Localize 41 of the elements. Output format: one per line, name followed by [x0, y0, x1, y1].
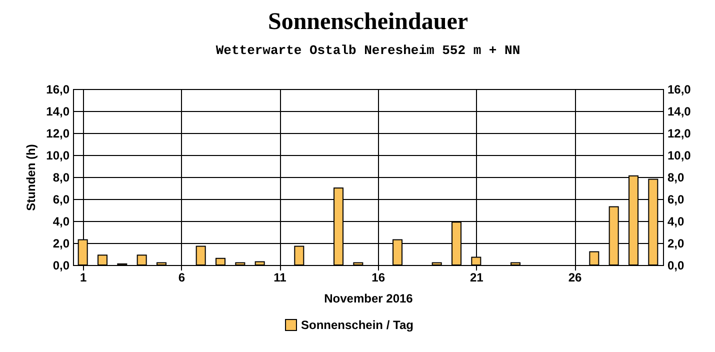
y2-tick-label: 16,0	[668, 82, 692, 96]
bar	[196, 246, 206, 266]
bar	[589, 251, 600, 266]
y-axis-title: Stunden (h)	[24, 144, 38, 211]
bar	[156, 262, 166, 266]
x-axis-title: November 2016	[324, 292, 414, 306]
legend-label: Sonnenschein / Tag	[301, 318, 414, 332]
bar	[254, 261, 265, 266]
y2-tick-label: 8,0	[668, 170, 685, 184]
bar	[510, 262, 520, 266]
bar	[216, 258, 226, 266]
x-tick-label: 16	[372, 270, 386, 284]
bar	[98, 254, 108, 266]
chart-subtitle: Wetterwarte Ostalb Neresheim 552 m + NN	[216, 43, 520, 58]
x-tick-label: 1	[80, 270, 87, 284]
chart-title: Sonnenscheindauer	[268, 9, 468, 35]
y2-tick-label: 12,0	[668, 126, 692, 140]
y2-tick-label: 2,0	[668, 236, 685, 250]
bar	[432, 262, 442, 266]
x-tick-label: 26	[568, 270, 582, 284]
y2-tick-label: 4,0	[668, 214, 685, 228]
x-tick-label: 21	[470, 270, 484, 284]
bar	[136, 254, 147, 266]
y-tick-label: 16,0	[46, 82, 70, 96]
y-tick-label: 6,0	[52, 192, 70, 206]
x-tick-label: 6	[178, 270, 186, 284]
y2-tick-label: 6,0	[668, 192, 685, 206]
y-tick-label: 10,0	[46, 148, 70, 162]
y2-tick-label: 10,0	[668, 148, 692, 162]
x-tick-label: 11	[274, 270, 287, 284]
y-tick-label: 4,0	[52, 214, 70, 228]
y-tick-label: 0,0	[52, 258, 70, 272]
y-tick-label: 2,0	[52, 236, 70, 250]
y-tick-label: 8,0	[52, 170, 70, 184]
bar	[294, 246, 304, 266]
y-tick-label: 12,0	[46, 126, 70, 140]
y-tick-label: 14,0	[46, 104, 70, 118]
y2-tick-label: 0,0	[668, 258, 685, 272]
y2-tick-label: 14,0	[668, 104, 692, 118]
bar	[353, 262, 364, 266]
bar	[235, 262, 246, 266]
